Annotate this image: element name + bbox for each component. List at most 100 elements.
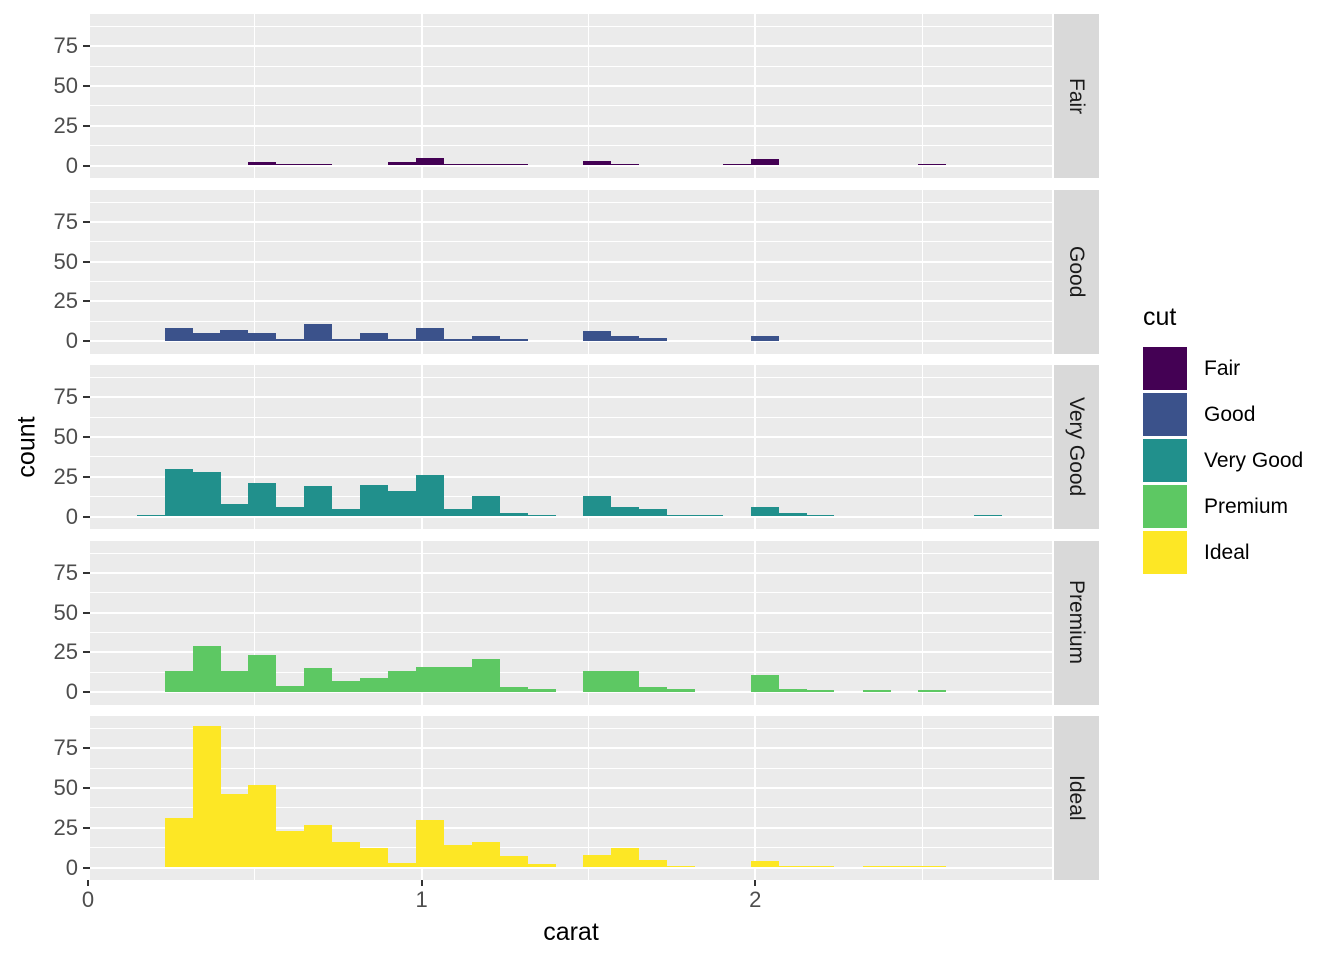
histogram-bar-ideal <box>527 864 556 868</box>
histogram-bar-premium <box>471 658 500 692</box>
histogram-bar-premium <box>443 666 472 692</box>
facet-strip-label: Fair <box>1065 77 1088 115</box>
legend-item-good: Good <box>1143 393 1343 436</box>
histogram-bar-fair <box>276 163 305 166</box>
histogram-bar-ideal <box>890 865 919 868</box>
histogram-bar-very-good <box>304 486 333 517</box>
gridline-y-major <box>90 571 1052 574</box>
x-tick-label: 1 <box>415 887 428 912</box>
y-tick-mark <box>83 571 90 574</box>
histogram-bar-very-good <box>695 514 724 517</box>
histogram-bar-good <box>360 333 389 341</box>
gridline-x-minor <box>587 14 589 178</box>
y-tick-label: 25 <box>53 639 78 665</box>
histogram-bar-good <box>276 339 305 341</box>
histogram-bar-ideal <box>387 862 416 868</box>
gridline-x-major <box>754 365 757 529</box>
gridline-x-minor <box>587 365 589 529</box>
y-tick-mark <box>83 691 90 693</box>
histogram-bar-ideal <box>332 842 361 868</box>
histogram-bar-very-good <box>443 508 472 517</box>
y-tick-label: 0 <box>65 152 78 178</box>
x-tick-mark <box>754 880 757 886</box>
gridline-y-major <box>90 45 1052 48</box>
histogram-bar-very-good <box>164 468 193 517</box>
gridline-x-minor <box>254 189 256 354</box>
histogram-bar-very-good <box>387 491 416 517</box>
y-tick-label: 50 <box>53 424 78 450</box>
gridline-y-major <box>90 787 1052 790</box>
facet-panel-premium <box>90 540 1052 705</box>
histogram-bar-ideal <box>192 726 221 868</box>
histogram-bar-ideal <box>248 784 277 868</box>
histogram-bar-fair <box>722 163 751 166</box>
histogram-bar-fair <box>248 162 277 166</box>
histogram-bar-premium <box>750 674 779 692</box>
gridline-y-major <box>90 866 1052 869</box>
histogram-bar-very-good <box>667 514 696 517</box>
legend-label: Premium <box>1204 495 1289 518</box>
gridline-y-major <box>90 124 1052 127</box>
legend-title: cut <box>1143 303 1177 331</box>
y-tick-label: 75 <box>53 208 78 234</box>
legend-item-fair: Fair <box>1143 347 1343 390</box>
gridline-x-major <box>754 540 757 705</box>
histogram-bar-premium <box>583 671 612 692</box>
histogram-bar-good <box>304 323 333 341</box>
histogram-bar-fair <box>415 157 444 166</box>
facet-strip-label: Ideal <box>1065 775 1088 821</box>
histogram-bar-fair <box>471 163 500 166</box>
histogram-bar-very-good <box>974 514 1002 517</box>
histogram-bar-very-good <box>471 495 500 517</box>
histogram-bar-good <box>248 333 277 341</box>
x-tick-mark <box>420 880 423 886</box>
y-tick-label: 25 <box>53 814 78 840</box>
histogram-bar-fair <box>611 163 640 166</box>
histogram-bar-very-good <box>778 513 807 517</box>
gridline-y-major <box>90 260 1052 263</box>
gridline-y-minor <box>90 416 1052 418</box>
facet-strip-fair: Fair <box>1054 14 1099 178</box>
y-tick-label: 0 <box>65 328 78 353</box>
gridline-y-major <box>90 85 1052 88</box>
gridline-y-minor <box>90 26 1052 28</box>
legend: cut Fair Good Very Good Premium Ideal <box>1143 305 1343 577</box>
histogram-bar-good <box>332 339 361 341</box>
gridline-y-minor <box>90 631 1052 633</box>
legend-item-ideal: Ideal <box>1143 531 1343 574</box>
histogram-bar-fair <box>918 163 947 166</box>
y-tick-mark <box>83 340 90 342</box>
histogram-bar-ideal <box>499 856 528 868</box>
legend-key-ideal <box>1143 531 1187 574</box>
histogram-bar-good <box>639 337 668 341</box>
gridline-y-minor <box>90 456 1052 458</box>
histogram-bar-premium <box>248 655 277 692</box>
histogram-bar-premium <box>527 688 556 692</box>
facet-strip-label: Good <box>1065 245 1088 298</box>
histogram-bar-premium <box>415 666 444 692</box>
gridline-y-minor <box>90 145 1052 147</box>
gridline-x-major <box>754 189 757 354</box>
gridline-y-major <box>90 396 1052 399</box>
histogram-bar-ideal <box>415 819 444 868</box>
histogram-bar-premium <box>360 677 389 692</box>
legend-key-good <box>1143 393 1187 436</box>
x-tick-label: 2 <box>749 887 762 912</box>
gridline-y-major <box>90 220 1052 223</box>
y-tick-label: 50 <box>53 248 78 274</box>
histogram-bar-ideal <box>667 865 696 868</box>
gridline-x-minor <box>921 365 923 529</box>
x-axis-title: carat <box>543 918 599 946</box>
gridline-x-major <box>420 540 423 705</box>
histogram-bar-ideal <box>220 794 249 868</box>
legend-item-very-good: Very Good <box>1143 439 1343 482</box>
histogram-bar-good <box>192 333 221 341</box>
histogram-bar-ideal <box>304 824 333 868</box>
legend-label: Good <box>1204 403 1256 426</box>
histogram-bar-premium <box>220 671 249 692</box>
histogram-bar-fair <box>443 163 472 166</box>
gridline-y-major <box>90 515 1052 518</box>
gridline-x-major <box>420 716 423 880</box>
x-tick-mark <box>87 880 89 886</box>
